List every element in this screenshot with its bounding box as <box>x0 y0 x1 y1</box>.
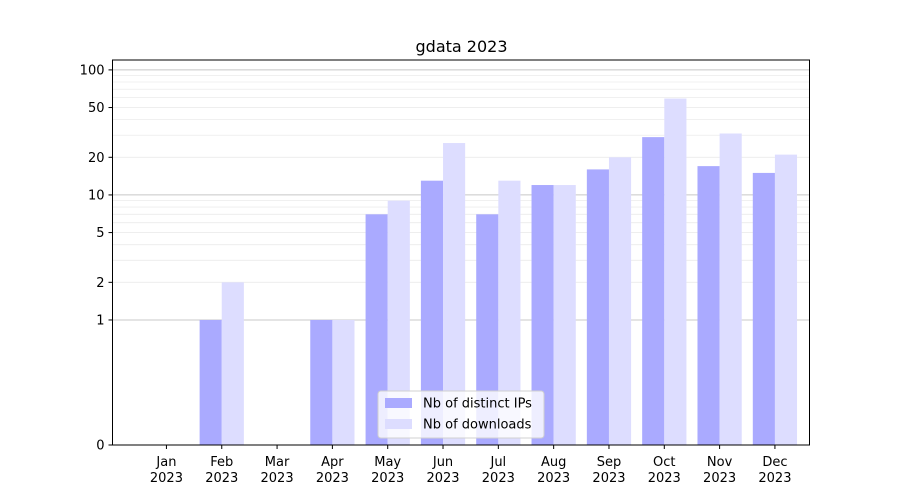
bar-downloads-feb <box>221 282 244 445</box>
legend-label: Nb of downloads <box>423 418 532 433</box>
bar-distinct-ips-may <box>365 214 388 445</box>
bar-downloads-nov <box>719 133 742 445</box>
bar-distinct-ips-apr <box>310 319 333 445</box>
y-tick-label: 100 <box>80 63 105 78</box>
y-tick-label: 5 <box>96 226 104 241</box>
x-tick-label-year: 2023 <box>371 471 404 486</box>
bars <box>199 98 798 446</box>
legend-box <box>377 390 545 439</box>
x-tick-label-month: Oct <box>653 455 675 470</box>
x-tick-label-year: 2023 <box>758 471 791 486</box>
x-tick-label-year: 2023 <box>537 471 570 486</box>
y-tick-label: 20 <box>88 151 105 166</box>
x-tick-label-year: 2023 <box>482 471 515 486</box>
bar-distinct-ips-feb <box>199 319 222 445</box>
x-tick-label-month: Nov <box>707 455 733 470</box>
bar-downloads-aug <box>553 185 576 445</box>
bar-distinct-ips-jul <box>476 214 499 445</box>
x-tick-label-year: 2023 <box>261 471 294 486</box>
x-tick-label-year: 2023 <box>703 471 736 486</box>
x-axis: Jan2023Feb2023Mar2023Apr2023May2023Jun20… <box>150 445 791 486</box>
y-axis: 0 1 2 5 10 20 50 100 <box>80 63 113 454</box>
y-tick-label: 2 <box>96 276 104 291</box>
x-tick-label-month: Jun <box>432 455 453 470</box>
y-tick-label: 50 <box>88 101 105 116</box>
bar-distinct-ips-aug <box>531 185 554 445</box>
x-tick-label-year: 2023 <box>150 471 183 486</box>
legend: Nb of distinct IPs Nb of downloads <box>377 390 545 439</box>
bar-downloads-oct <box>664 98 687 446</box>
x-tick-label-month: Aug <box>541 455 566 470</box>
x-tick-label-month: Apr <box>321 455 344 470</box>
x-tick-label-year: 2023 <box>205 471 238 486</box>
x-tick-label-year: 2023 <box>648 471 681 486</box>
legend-swatch <box>385 419 412 429</box>
bar-distinct-ips-oct <box>642 137 665 445</box>
y-tick-label: 0 <box>96 439 104 454</box>
bar-distinct-ips-sep <box>586 169 609 445</box>
bar-distinct-ips-jun <box>420 180 444 445</box>
bar-downloads-sep <box>608 157 632 445</box>
legend-swatch <box>385 398 412 408</box>
x-tick-label-year: 2023 <box>592 471 625 486</box>
legend-label: Nb of distinct IPs <box>423 397 532 412</box>
chart-title: gdata 2023 <box>416 37 508 56</box>
x-tick-label-month: Jan <box>155 455 176 470</box>
y-tick-label: 1 <box>96 313 104 328</box>
x-tick-label-year: 2023 <box>316 471 349 486</box>
bar-downloads-jul <box>498 180 521 445</box>
x-tick-label-year: 2023 <box>426 471 459 486</box>
x-tick-label-month: May <box>374 455 401 470</box>
x-tick-label-month: Dec <box>762 455 787 470</box>
x-tick-label-month: Jul <box>489 455 506 470</box>
y-tick-label: 10 <box>88 188 105 203</box>
bar-downloads-may <box>387 200 410 445</box>
grid-lines <box>112 69 810 321</box>
bar-distinct-ips-dec <box>752 172 775 445</box>
x-tick-label-month: Mar <box>265 455 290 470</box>
x-tick-label-month: Feb <box>210 455 233 470</box>
x-tick-label-month: Sep <box>597 455 622 470</box>
bar-distinct-ips-nov <box>697 166 720 445</box>
bar-downloads-apr <box>332 319 355 445</box>
bar-downloads-dec <box>774 154 798 446</box>
bar-downloads-jun <box>443 143 466 445</box>
plot-frame <box>112 59 810 446</box>
